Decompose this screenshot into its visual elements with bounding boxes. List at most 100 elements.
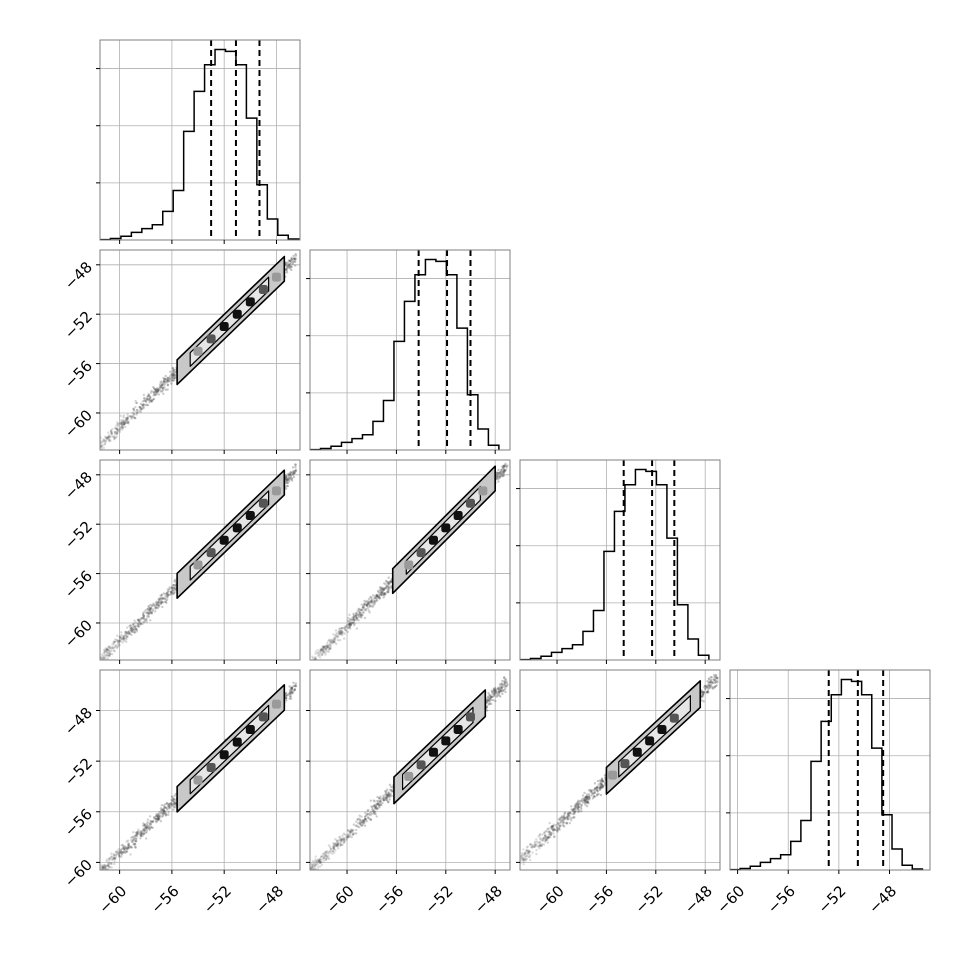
scatter-point xyxy=(387,794,390,797)
scatter-point xyxy=(146,824,149,827)
scatter-point xyxy=(123,421,126,424)
scatter-point xyxy=(133,416,136,420)
scatter-point xyxy=(502,474,505,477)
scatter-point xyxy=(391,789,394,793)
scatter-point xyxy=(362,819,366,822)
scatter-point xyxy=(104,874,106,876)
scatter-point xyxy=(486,698,489,701)
scatter-point xyxy=(353,618,356,622)
plot-area xyxy=(310,460,510,660)
scatter-point xyxy=(172,586,175,590)
scatter-point xyxy=(385,793,388,796)
scatter-point xyxy=(132,622,135,626)
scatter-point xyxy=(497,473,501,476)
scatter-point xyxy=(139,408,142,412)
scatter-point xyxy=(125,634,128,638)
scatter-point xyxy=(131,838,134,842)
scatter-point xyxy=(119,414,122,418)
scatter-point xyxy=(172,373,176,376)
scatter-point xyxy=(133,625,137,628)
scatter-point xyxy=(164,814,168,817)
scatter-point xyxy=(379,593,383,596)
scatter-point xyxy=(163,810,166,813)
scatter-point xyxy=(143,829,146,832)
scatter-point xyxy=(294,469,298,473)
scatter-point xyxy=(140,617,144,620)
scatter-point xyxy=(366,603,369,606)
scatter-point xyxy=(173,588,176,592)
scatter-point xyxy=(371,602,374,605)
scatter-point xyxy=(162,804,166,807)
scatter-point xyxy=(547,836,551,839)
scatter-point xyxy=(119,850,122,853)
scatter-point xyxy=(162,392,165,395)
scatter-point xyxy=(144,822,147,826)
scatter-point xyxy=(289,261,292,264)
density-blob xyxy=(404,560,414,570)
scatter-point xyxy=(501,468,504,471)
scatter-point xyxy=(113,432,117,436)
scatter-point xyxy=(348,622,352,626)
scatter-point xyxy=(144,825,147,829)
scatter-point xyxy=(321,649,325,652)
scatter-point xyxy=(333,639,336,642)
scatter-point xyxy=(161,390,164,393)
scatter-point xyxy=(155,603,158,606)
scatter-point xyxy=(355,627,359,630)
scatter-point xyxy=(375,594,379,598)
scatter-point xyxy=(124,630,127,634)
scatter-point xyxy=(162,379,166,383)
scatter-point xyxy=(497,686,500,690)
scatter-point xyxy=(373,804,376,808)
scatter-point xyxy=(353,622,356,626)
scatter-point xyxy=(100,864,103,867)
scatter-point xyxy=(142,823,146,826)
scatter-point xyxy=(374,596,377,600)
x-tick-label: −60 xyxy=(713,882,748,917)
scatter-point xyxy=(153,387,157,391)
scatter-point xyxy=(131,411,134,414)
scatter-point xyxy=(123,848,127,851)
scatter-point xyxy=(146,615,149,618)
scatter-point xyxy=(388,582,391,585)
scatter-point xyxy=(124,851,127,855)
scatter-point xyxy=(135,627,138,631)
scatter-point xyxy=(377,590,380,594)
scatter-point xyxy=(294,685,298,688)
scatter-point xyxy=(103,650,106,654)
scatter-point xyxy=(322,646,326,650)
scatter-point xyxy=(556,823,559,826)
scatter-point xyxy=(373,812,376,815)
scatter-point xyxy=(324,644,327,648)
scatter-point xyxy=(584,798,588,802)
scatter-point xyxy=(355,616,358,620)
scatter-point xyxy=(374,803,377,806)
scatter-point xyxy=(153,392,156,396)
scatter-point xyxy=(349,623,353,626)
scatter-point xyxy=(708,686,712,690)
scatter-point xyxy=(115,638,118,642)
scatter-point xyxy=(563,825,566,828)
panel-frame xyxy=(99,669,301,871)
scatter-point xyxy=(363,599,366,603)
scatter-point xyxy=(348,623,351,626)
scatter-point xyxy=(149,606,152,610)
scatter-point xyxy=(121,423,124,426)
scatter-point xyxy=(116,645,119,649)
scatter-point xyxy=(577,804,580,807)
scatter-point xyxy=(155,600,158,604)
scatter-point xyxy=(292,475,296,479)
scatter-point xyxy=(125,418,128,422)
scatter-point xyxy=(114,853,118,857)
scatter-point xyxy=(103,442,107,446)
scatter-point xyxy=(118,851,122,854)
scatter-point xyxy=(314,656,317,660)
scatter-point xyxy=(378,586,382,589)
scatter-point xyxy=(115,427,118,431)
scatter-point xyxy=(503,469,506,472)
scatter-point xyxy=(524,855,527,859)
scatter-point xyxy=(109,439,112,442)
scatter-point xyxy=(347,623,351,627)
scatter-point xyxy=(387,586,391,590)
scatter-point xyxy=(379,797,383,801)
